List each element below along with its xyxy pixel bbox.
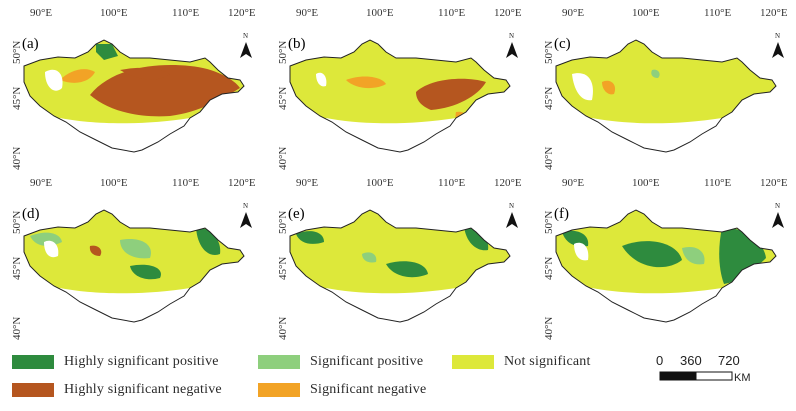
lon-tick: 90°E xyxy=(30,177,52,189)
raster-e xyxy=(290,210,510,322)
lat-tick: 50°N xyxy=(543,41,555,64)
scale-segment xyxy=(695,371,733,381)
lon-tick: 120°E xyxy=(228,177,256,189)
lon-tick: 100°E xyxy=(100,177,128,189)
panel-label: (a) xyxy=(22,36,39,52)
lon-tick: 110°E xyxy=(704,7,731,19)
raster-a xyxy=(24,40,244,152)
panel-label: (d) xyxy=(22,206,40,222)
legend-swatch xyxy=(12,355,54,369)
lon-tick: 120°E xyxy=(228,7,256,19)
north-label: N xyxy=(243,202,248,210)
north-arrow-icon xyxy=(772,212,784,228)
map-grid: 90°E 100°E 110°E 120°E (a) 50°N 45°N 40°… xyxy=(11,7,788,340)
lat-tick: 50°N xyxy=(11,41,23,64)
lat-tick: 45°N xyxy=(277,257,289,280)
lon-tick: 100°E xyxy=(366,177,394,189)
lon-tick: 100°E xyxy=(100,7,128,19)
panel-f: 90°E 100°E 110°E 120°E (f) 50°N 45°N 40°… xyxy=(543,177,788,340)
lat-tick: 40°N xyxy=(11,147,23,170)
lon-tick: 90°E xyxy=(562,177,584,189)
lon-tick: 100°E xyxy=(632,177,660,189)
north-label: N xyxy=(509,202,514,210)
legend-swatch xyxy=(12,383,54,397)
north-arrow-icon xyxy=(772,42,784,58)
north-arrow-icon xyxy=(506,42,518,58)
north-arrow-icon xyxy=(240,42,252,58)
lat-tick: 50°N xyxy=(11,211,23,234)
legend-label: Not significant xyxy=(504,354,591,369)
north-arrow-icon xyxy=(240,212,252,228)
legend-label: Significant negative xyxy=(310,382,427,397)
lon-tick: 110°E xyxy=(172,7,199,19)
legend-item-highly-significant-positive: Highly significant positive xyxy=(12,352,219,372)
legend-swatch xyxy=(452,355,494,369)
legend-label: Highly significant positive xyxy=(64,354,219,369)
legend-item-not-significant: Not significant xyxy=(452,352,591,372)
scale-unit: KM xyxy=(734,372,751,384)
lat-tick: 50°N xyxy=(277,211,289,234)
north-label: N xyxy=(775,32,780,40)
scale-tick-label: 360 xyxy=(680,353,702,368)
scale-segment xyxy=(659,371,697,381)
lat-tick: 50°N xyxy=(277,41,289,64)
legend-label: Significant positive xyxy=(310,354,424,369)
north-label: N xyxy=(243,32,248,40)
legend-item-significant-negative: Significant negative xyxy=(258,380,426,400)
panel-c: 90°E 100°E 110°E 120°E (c) 50°N 45°N 40°… xyxy=(543,7,788,170)
lon-tick: 90°E xyxy=(296,7,318,19)
panel-label: (f) xyxy=(554,206,569,222)
panel-d: 90°E 100°E 110°E 120°E (d) 50°N 45°N 40°… xyxy=(11,177,256,340)
lat-tick: 45°N xyxy=(543,257,555,280)
lon-tick: 120°E xyxy=(494,7,522,19)
lon-tick: 90°E xyxy=(296,177,318,189)
lat-tick: 40°N xyxy=(277,147,289,170)
panel-label: (c) xyxy=(554,36,571,52)
panel-b: 90°E 100°E 110°E 120°E (b) 50°N 45°N 40°… xyxy=(277,7,522,170)
legend-swatch xyxy=(258,355,300,369)
lon-tick: 110°E xyxy=(438,177,465,189)
lat-tick: 50°N xyxy=(543,211,555,234)
scale-bar: 0 360 720 KM xyxy=(656,353,751,384)
lat-tick: 40°N xyxy=(11,317,23,340)
north-label: N xyxy=(775,202,780,210)
lon-tick: 100°E xyxy=(366,7,394,19)
panel-e: 90°E 100°E 110°E 120°E (e) 50°N 45°N 40°… xyxy=(277,177,522,340)
lat-tick: 40°N xyxy=(543,147,555,170)
lat-tick: 40°N xyxy=(543,317,555,340)
lat-tick: 45°N xyxy=(11,257,23,280)
lon-tick: 120°E xyxy=(494,177,522,189)
lon-tick: 120°E xyxy=(760,177,788,189)
scale-tick-label: 720 xyxy=(718,353,740,368)
legend-label: Highly significant negative xyxy=(64,382,222,397)
lat-tick: 45°N xyxy=(543,87,555,110)
lat-tick: 40°N xyxy=(277,317,289,340)
panel-label: (e) xyxy=(288,206,305,222)
lon-tick: 90°E xyxy=(562,7,584,19)
scale-tick-label: 0 xyxy=(656,353,663,368)
lon-tick: 100°E xyxy=(632,7,660,19)
lon-tick: 120°E xyxy=(760,7,788,19)
north-label: N xyxy=(509,32,514,40)
panel-label: (b) xyxy=(288,36,306,52)
legend-swatch xyxy=(258,383,300,397)
lat-tick: 45°N xyxy=(277,87,289,110)
lon-tick: 110°E xyxy=(704,177,731,189)
legend-item-highly-significant-negative: Highly significant negative xyxy=(12,380,222,400)
lon-tick: 90°E xyxy=(30,7,52,19)
raster-f xyxy=(556,210,776,322)
lat-tick: 45°N xyxy=(11,87,23,110)
raster-c xyxy=(556,40,776,152)
lon-tick: 110°E xyxy=(438,7,465,19)
north-arrow-icon xyxy=(506,212,518,228)
lon-tick: 110°E xyxy=(172,177,199,189)
legend-item-significant-positive: Significant positive xyxy=(258,352,423,372)
panel-a: 90°E 100°E 110°E 120°E (a) 50°N 45°N 40°… xyxy=(11,7,256,170)
